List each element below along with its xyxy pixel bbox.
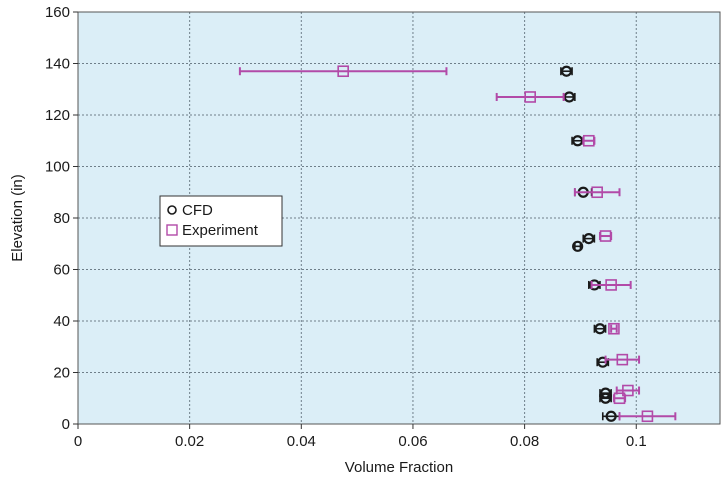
x-tick-label: 0.08 — [510, 433, 539, 450]
data-point — [599, 230, 612, 242]
data-point — [563, 91, 575, 103]
legend-box — [159, 195, 283, 247]
data-series — [238, 65, 677, 423]
series-experiment — [238, 65, 677, 423]
data-point — [613, 392, 626, 405]
y-tick-label: 60 — [53, 262, 70, 279]
data-point — [641, 410, 654, 423]
data-point — [337, 65, 349, 78]
legend-items: CFD Experiment — [166, 202, 259, 239]
x-tick-label: 0.06 — [398, 433, 427, 450]
x-tick-label: 0.1 — [626, 433, 647, 450]
data-point — [622, 384, 634, 397]
x-axis-title: Volume Fraction — [345, 459, 453, 476]
data-point — [605, 410, 617, 422]
y-tick-label: 120 — [45, 107, 70, 124]
y-tick-label: 40 — [53, 313, 70, 330]
data-point — [572, 135, 584, 147]
data-point — [572, 240, 584, 252]
x-tick-label: 0.02 — [175, 433, 204, 450]
data-point — [524, 91, 536, 103]
x-axis-ticks: 0 0.02 0.04 0.06 0.08 0.1 — [74, 424, 647, 450]
data-point — [591, 186, 603, 199]
data-point — [597, 356, 609, 368]
y-tick-label: 0 — [62, 416, 70, 433]
data-point — [605, 279, 617, 291]
legend-marker-cfd — [167, 205, 177, 215]
y-tick-label: 140 — [45, 56, 70, 73]
x-tick-label: 0.04 — [287, 433, 316, 450]
y-tick-label: 20 — [53, 365, 70, 382]
data-point — [583, 233, 595, 245]
y-tick-label: 160 — [45, 4, 70, 21]
data-point — [594, 323, 606, 335]
y-axis-title: Elevation (in) — [9, 174, 26, 262]
data-point — [599, 392, 612, 404]
legend-marker-experiment — [166, 224, 178, 236]
data-point — [608, 322, 620, 335]
y-tick-label: 100 — [45, 159, 70, 176]
data-point — [616, 353, 629, 366]
grid — [78, 12, 720, 424]
data-point — [583, 134, 595, 147]
y-axis-ticks: 0 20 40 60 80 100 120 140 160 — [45, 4, 78, 433]
x-tick-label: 0 — [74, 433, 82, 450]
legend: CFD Experiment — [159, 195, 283, 247]
legend-label: CFD — [182, 202, 213, 219]
data-point — [560, 65, 573, 77]
y-tick-label: 80 — [53, 210, 70, 227]
legend-label: Experiment — [182, 222, 259, 239]
